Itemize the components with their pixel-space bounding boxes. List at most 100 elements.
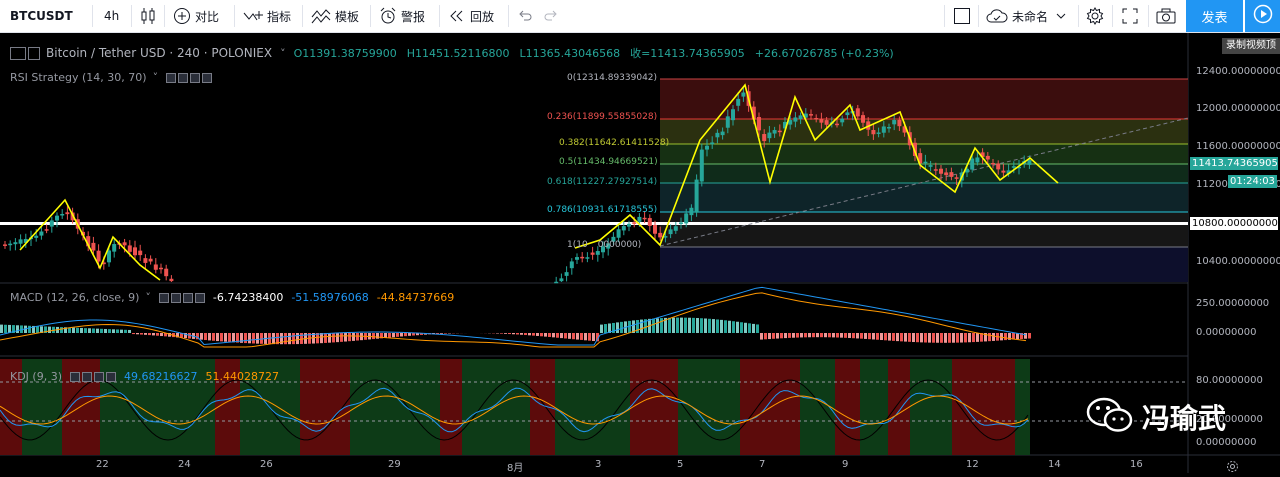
macd-histogram-bar xyxy=(376,333,379,339)
close-icon[interactable] xyxy=(195,293,205,303)
macd-histogram-bar xyxy=(360,333,363,340)
candle-body xyxy=(679,222,683,224)
templates-button[interactable]: 模板 xyxy=(311,0,359,32)
candle-body xyxy=(632,222,636,224)
gear-icon xyxy=(1226,458,1239,477)
record-video-button[interactable] xyxy=(1245,0,1280,32)
macd-histogram-bar xyxy=(856,333,859,338)
alert-button[interactable]: 警报 xyxy=(379,0,425,32)
candle-body xyxy=(55,216,59,221)
macd-histogram-bar xyxy=(348,333,351,341)
candle-body xyxy=(986,156,990,160)
fib-label-5: 0.5(11434.94669521) xyxy=(559,157,658,167)
source-icon[interactable] xyxy=(183,293,193,303)
settings-icon[interactable] xyxy=(82,372,92,382)
eye-icon[interactable] xyxy=(166,73,176,83)
macd-hist-value: -44.84737669 xyxy=(377,291,454,304)
candle-body xyxy=(845,112,849,115)
dropdown-icon[interactable]: ˅ xyxy=(153,71,159,84)
fullscreen-icon xyxy=(1121,7,1139,25)
dropdown-icon[interactable]: ˅ xyxy=(280,47,286,60)
source-icon[interactable] xyxy=(190,73,200,83)
candle-body xyxy=(112,244,116,252)
undo-button[interactable] xyxy=(517,0,537,32)
macd-histogram-bar xyxy=(352,333,355,341)
close-icon[interactable] xyxy=(106,372,116,382)
macd-histogram-bar xyxy=(160,333,163,336)
candle-body xyxy=(29,237,33,239)
candle-body xyxy=(164,269,168,276)
macd-histogram-bar xyxy=(636,320,639,333)
eye-icon[interactable] xyxy=(70,372,80,382)
candle-body xyxy=(663,236,667,238)
macd-histogram-bar xyxy=(112,329,115,333)
macd-histogram-bar xyxy=(44,326,47,333)
candle-body xyxy=(149,259,153,262)
macd-histogram-bar xyxy=(1024,333,1027,339)
macd-histogram-bar xyxy=(760,333,763,340)
candle-body xyxy=(39,231,43,235)
candle-body xyxy=(762,134,766,141)
candle-body xyxy=(643,218,647,220)
candle-body xyxy=(617,229,621,237)
macd-histogram-bar xyxy=(740,322,743,333)
candle-body xyxy=(741,93,745,97)
macd-histogram-bar xyxy=(184,333,187,338)
candle-body xyxy=(700,150,704,182)
macd-histogram-bar xyxy=(440,333,443,334)
select-layout-checkbox[interactable] xyxy=(953,0,975,32)
macd-histogram-bar xyxy=(68,327,71,333)
axis-settings-button[interactable] xyxy=(1226,458,1239,477)
interval-button[interactable]: 4h xyxy=(104,0,119,32)
layout-name-button[interactable]: 未命名 xyxy=(986,0,1070,32)
indicators-button[interactable]: 指标 xyxy=(243,0,291,32)
macd-histogram-bar xyxy=(680,318,683,333)
candle-body xyxy=(949,172,953,177)
time-tick: 16 xyxy=(1130,459,1143,470)
snapshot-button[interactable] xyxy=(1155,0,1181,32)
close-icon[interactable] xyxy=(202,73,212,83)
publish-button[interactable]: 发表 xyxy=(1186,0,1243,32)
macd-histogram-bar xyxy=(164,333,167,336)
support-line xyxy=(0,222,1188,225)
macd-histogram-bar xyxy=(252,333,255,343)
candle-body xyxy=(871,130,875,134)
compare-button[interactable]: 对比 xyxy=(173,0,219,32)
macd-histogram-bar xyxy=(12,325,15,333)
settings-button[interactable] xyxy=(1085,0,1109,32)
candle-body xyxy=(913,143,917,156)
pattern-arrow-line xyxy=(20,200,160,280)
candle-body xyxy=(169,279,173,281)
macd-histogram-bar xyxy=(148,333,151,335)
macd-histogram-bar xyxy=(0,325,3,333)
chart-type-button[interactable] xyxy=(140,0,160,32)
candle-body xyxy=(13,242,17,244)
symbol-search[interactable]: BTCUSDT xyxy=(10,0,73,32)
collapse-icon[interactable] xyxy=(10,47,26,60)
macd-histogram-bar xyxy=(344,333,347,342)
macd-histogram-bar xyxy=(520,333,523,335)
symbol-title: Bitcoin / Tether USD · 240 · POLONIEX xyxy=(46,46,272,60)
source-icon[interactable] xyxy=(94,372,104,382)
fullscreen-button[interactable] xyxy=(1121,0,1143,32)
macd-histogram-bar xyxy=(756,324,759,333)
settings-icon[interactable] xyxy=(171,293,181,303)
macd-histogram-bar xyxy=(796,333,799,338)
eye-icon[interactable] xyxy=(159,293,169,303)
redo-button[interactable] xyxy=(543,0,563,32)
macd-histogram-bar xyxy=(620,322,623,333)
settings-icon[interactable] xyxy=(178,73,188,83)
kdj-zone xyxy=(555,359,630,455)
candle-body xyxy=(877,132,881,134)
candle-body xyxy=(45,229,49,231)
replay-button[interactable]: 回放 xyxy=(448,0,494,32)
divider xyxy=(439,5,440,27)
candle-body xyxy=(133,247,137,255)
candle-body xyxy=(970,159,974,170)
macd-histogram-bar xyxy=(644,319,647,333)
macd-histogram-bar xyxy=(280,333,283,344)
kdj-zone xyxy=(1015,359,1030,455)
dropdown-icon[interactable]: ˅ xyxy=(145,291,151,304)
macd-histogram-bar xyxy=(668,318,671,333)
candle-body xyxy=(721,132,725,136)
